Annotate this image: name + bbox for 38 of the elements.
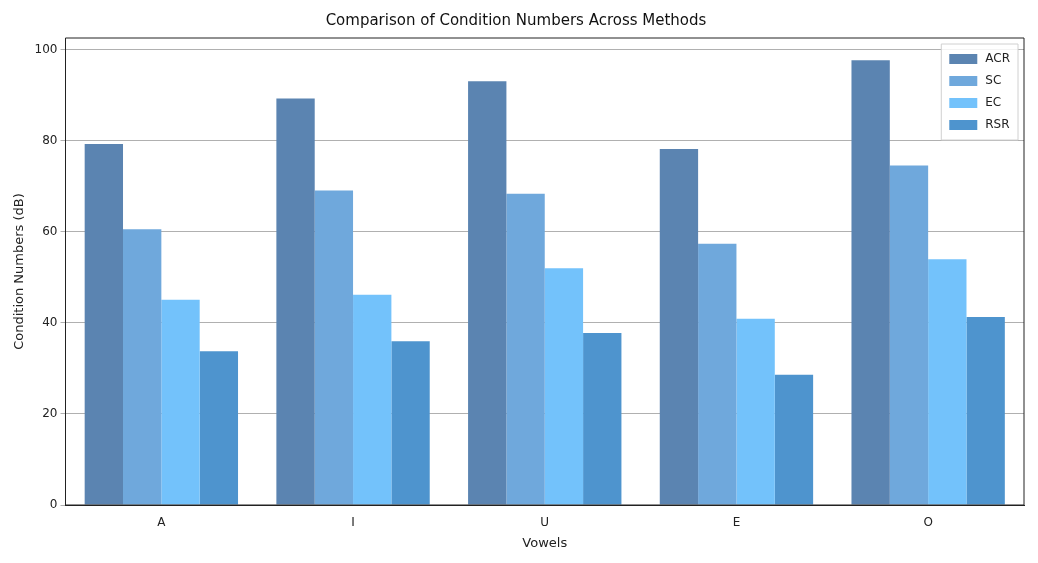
y-axis-title: Condition Numbers (dB) (11, 193, 27, 350)
bar (583, 332, 622, 505)
x-tick-label: I (351, 515, 355, 530)
bar (199, 351, 239, 505)
x-tick-label: A (157, 515, 167, 530)
y-tick-label: 80 (42, 132, 58, 147)
y-tick-label: 40 (42, 315, 58, 330)
bar (966, 317, 1005, 505)
bar (468, 81, 507, 505)
bar (314, 190, 354, 505)
bar (851, 60, 890, 505)
x-tick-label: O (923, 515, 933, 530)
legend-label: SC (985, 73, 1002, 88)
bar (736, 318, 775, 505)
bar (353, 294, 392, 505)
y-tick-label: 0 (49, 497, 58, 512)
bar (698, 243, 737, 505)
legend-label: ACR (985, 51, 1010, 66)
y-tick-label: 20 (42, 406, 58, 421)
bar (391, 341, 430, 505)
legend-label: EC (985, 95, 1002, 110)
chart-title: Comparison of Condition Numbers Across Methods (325, 10, 707, 29)
bar (544, 268, 584, 505)
bar (774, 374, 814, 505)
bar (928, 259, 967, 505)
legend-label: RSR (985, 117, 1010, 132)
bar (84, 144, 124, 505)
bar (276, 98, 315, 505)
x-tick-label: E (732, 515, 741, 530)
y-tick-label: 100 (34, 41, 58, 56)
bar (161, 299, 200, 505)
bar (659, 149, 699, 505)
x-tick-label: U (540, 515, 550, 530)
bar (123, 229, 162, 505)
x-axis-title: Vowels (522, 534, 568, 550)
y-tick-label: 60 (42, 224, 58, 239)
bar (889, 165, 929, 505)
bar (506, 193, 545, 505)
